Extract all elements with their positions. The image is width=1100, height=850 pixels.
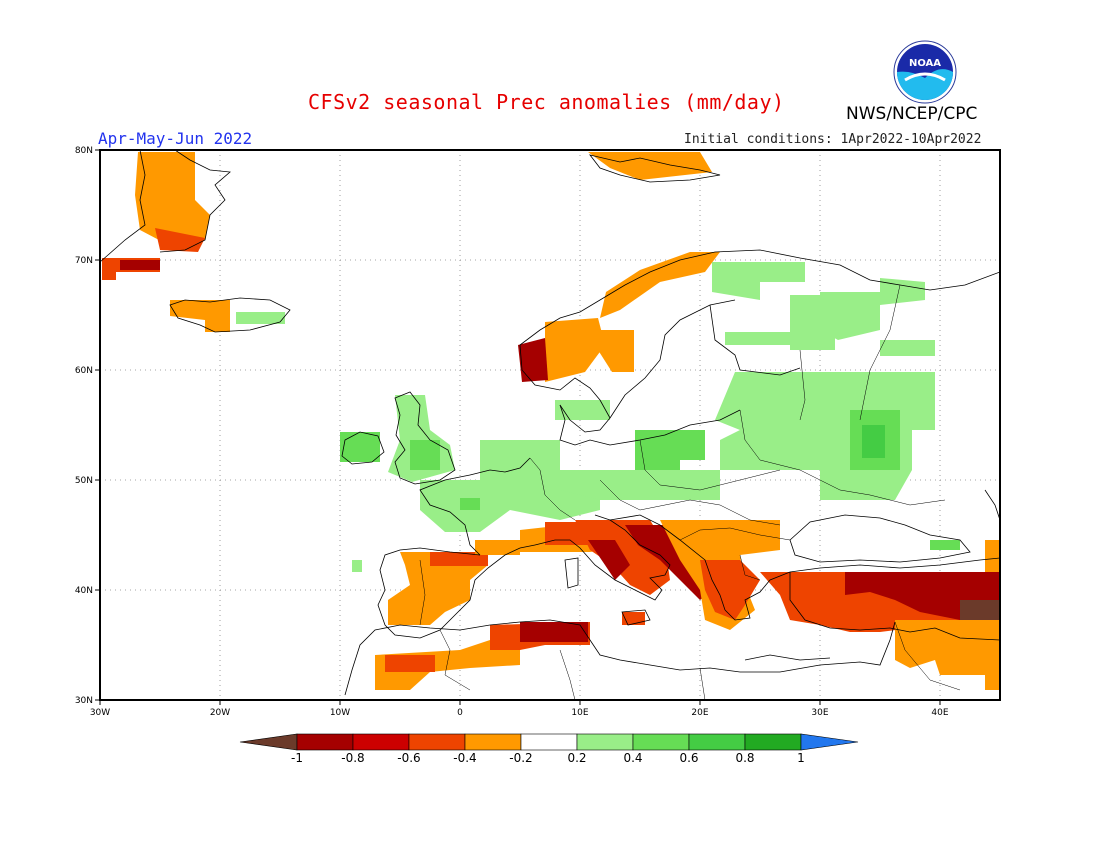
colorbar-label: 1 xyxy=(797,751,805,765)
colorbar-labels: -1 -0.8 -0.6 -0.4 -0.2 0.2 0.4 0.6 0.8 1 xyxy=(291,751,805,765)
colorbar-swatch xyxy=(520,733,578,751)
anomaly-caucasus-wet xyxy=(930,540,960,550)
anomaly-norway-sw xyxy=(545,318,605,382)
colorbar-swatch xyxy=(576,733,634,751)
anomaly-morocco-wet xyxy=(352,560,362,572)
lon-label: 40E xyxy=(931,708,948,718)
anomaly-russia-core xyxy=(862,425,885,458)
anomaly-france-wet xyxy=(420,480,600,532)
lon-label: 30W xyxy=(90,708,110,718)
coastlines xyxy=(100,150,1000,696)
anomaly-greenland-south-dark xyxy=(120,260,160,270)
lon-label: 20W xyxy=(210,708,230,718)
colorbar-label: -0.8 xyxy=(341,751,364,765)
lon-label: 20E xyxy=(691,708,708,718)
anomaly-maghreb-west xyxy=(375,632,520,690)
colorbar-label: 0.4 xyxy=(623,751,642,765)
colorbar-swatch xyxy=(352,733,410,751)
map-frame xyxy=(99,149,1001,701)
agency-label: NWS/NCEP/CPC xyxy=(846,104,978,124)
initial-conditions-label: Initial conditions: 1Apr2022-10Apr2022 xyxy=(684,132,982,147)
anomaly-norway-inland xyxy=(598,330,634,372)
colorbar-swatch xyxy=(464,733,522,751)
anomaly-adriatic xyxy=(625,525,712,600)
anomaly-iberia-north xyxy=(388,552,488,625)
anomaly-sicily xyxy=(622,612,645,625)
anomaly-shading xyxy=(102,152,1000,690)
colorbar xyxy=(239,733,859,751)
anomaly-norway-north xyxy=(600,252,720,318)
colorbar-label: -0.4 xyxy=(453,751,476,765)
colorbar-swatch xyxy=(632,733,690,751)
anomaly-scandinavia-south-wet xyxy=(555,400,610,420)
anomaly-france-core xyxy=(460,498,480,510)
anomaly-norway-sw-red xyxy=(518,338,548,382)
anomaly-ireland-wet xyxy=(340,432,380,462)
lat-label: 30N xyxy=(75,696,93,706)
colorbar-label: 0.6 xyxy=(679,751,698,765)
colorbar-label: -0.2 xyxy=(509,751,532,765)
anomaly-tunisia xyxy=(520,622,588,642)
lat-label: 40N xyxy=(75,586,93,596)
anomaly-russia-north-wet xyxy=(820,278,925,340)
season-label: Apr-May-Jun 2022 xyxy=(98,129,253,148)
colorbar-label: -1 xyxy=(291,751,303,765)
anomaly-finland-wet xyxy=(725,332,790,345)
colorbar-label: -0.6 xyxy=(397,751,420,765)
anomaly-germany-wet xyxy=(560,470,720,500)
anomaly-baltic-wet xyxy=(715,372,935,500)
lat-label: 60N xyxy=(75,366,93,376)
lon-label: 10E xyxy=(571,708,588,718)
lat-label: 70N xyxy=(75,256,93,266)
lon-label: 0 xyxy=(457,708,463,718)
colorbar-swatch xyxy=(744,733,802,751)
colorbar-arrow-left xyxy=(239,733,298,751)
lat-label: 80N xyxy=(75,146,93,156)
lon-label: 10W xyxy=(330,708,350,718)
anomaly-svalbard xyxy=(588,152,712,180)
anomaly-poland-wet xyxy=(635,430,705,470)
anomaly-iceland-wet xyxy=(236,312,285,324)
anomaly-iberia-east xyxy=(430,552,488,566)
logo-text: NOAA xyxy=(909,58,941,69)
colorbar-swatch xyxy=(688,733,746,751)
anomaly-maghreb-red xyxy=(385,655,435,672)
anomaly-caucasus xyxy=(985,540,1000,572)
lon-label: 30E xyxy=(811,708,828,718)
anomaly-karelia-wet xyxy=(790,295,835,350)
anomaly-iceland xyxy=(170,300,230,332)
lat-label: 50N xyxy=(75,476,93,486)
latitude-labels: 80N 70N 60N 50N 40N 30N xyxy=(75,146,93,706)
map-title: CFSv2 seasonal Prec anomalies (mm/day) xyxy=(308,90,785,114)
colorbar-arrow-right xyxy=(800,733,859,751)
noaa-logo-icon: NOAA xyxy=(893,40,957,104)
anomaly-pyrenees xyxy=(475,540,520,555)
colorbar-swatch xyxy=(296,733,354,751)
colorbar-label: 0.8 xyxy=(735,751,754,765)
anomaly-levant xyxy=(895,620,1000,690)
colorbar-label: 0.2 xyxy=(567,751,586,765)
colorbar-swatch xyxy=(408,733,466,751)
longitude-labels: 30W 20W 10W 0 10E 20E 30E 40E xyxy=(90,708,949,718)
anomaly-russia-east-wet xyxy=(880,340,935,356)
anomaly-britain-core xyxy=(410,440,440,470)
country-borders xyxy=(419,284,961,700)
anomaly-lapland-wet xyxy=(712,262,805,300)
anomaly-greenland xyxy=(135,152,210,250)
anomaly-italy-core xyxy=(588,540,630,580)
